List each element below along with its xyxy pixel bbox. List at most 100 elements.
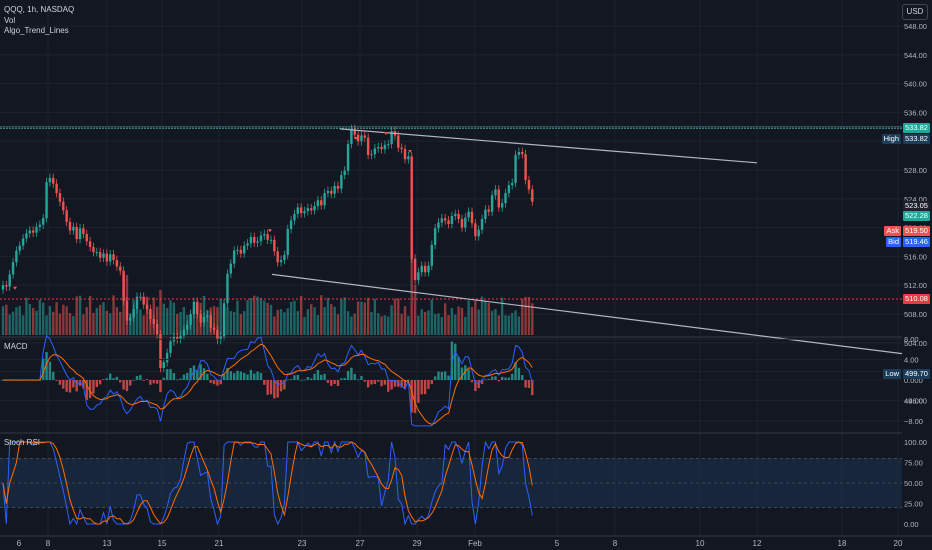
- price-marker-value: 522.28: [903, 211, 930, 222]
- macd-histogram-bar: [480, 380, 484, 384]
- candle-body: [289, 220, 293, 230]
- price-tick-label: 544.00: [904, 51, 927, 60]
- macd-title[interactable]: MACD: [4, 342, 28, 351]
- macd-histogram-bar: [504, 377, 507, 380]
- candle-body: [212, 327, 216, 330]
- candle-body: [511, 182, 514, 186]
- candle-body: [162, 362, 165, 368]
- volume-bar: [75, 296, 78, 335]
- candle-body: [129, 317, 132, 321]
- volume-bar: [326, 297, 330, 335]
- volume-bar: [373, 298, 377, 335]
- macd-histogram-bar: [202, 368, 206, 380]
- macd-histogram-bar: [403, 380, 407, 389]
- volume-bar: [487, 302, 490, 335]
- candle-body: [182, 329, 186, 336]
- candle-body: [18, 245, 21, 251]
- volume-bar: [273, 316, 276, 335]
- signal-marker: [268, 229, 272, 233]
- candle-body: [333, 185, 336, 194]
- candle-body: [256, 241, 259, 243]
- candle-body: [8, 274, 11, 287]
- candle-body: [62, 201, 65, 211]
- volume-bar: [246, 300, 249, 335]
- candle-body: [135, 296, 139, 309]
- candle-body: [521, 152, 524, 155]
- volume-bar: [480, 296, 484, 335]
- macd-histogram-bar: [299, 379, 303, 381]
- candle-body: [346, 144, 350, 171]
- trendlines-indicator-label[interactable]: Algo_Trend_Lines: [4, 26, 69, 35]
- macd-histogram-bar: [460, 367, 464, 380]
- macd-histogram-bar: [132, 379, 135, 381]
- volume-bar: [400, 313, 403, 335]
- volume-bar: [433, 313, 437, 335]
- price-tick-label: 516.00: [904, 252, 927, 261]
- candle-body: [310, 208, 313, 211]
- macd-histogram-bar: [276, 380, 279, 398]
- macd-histogram-bar: [464, 365, 467, 380]
- candle-body: [403, 149, 407, 160]
- volume-bar: [427, 310, 430, 335]
- volume-bar: [78, 295, 82, 335]
- signal-marker: [530, 198, 534, 202]
- macd-histogram-bar: [165, 369, 169, 380]
- volume-bar: [330, 304, 333, 335]
- price-tick-label: 548.00: [904, 22, 927, 31]
- macd-histogram-bar: [155, 380, 159, 384]
- volume-bar: [350, 316, 353, 335]
- macd-histogram-bar: [333, 380, 336, 384]
- macd-histogram-bar: [279, 380, 283, 392]
- candle-body: [377, 146, 380, 149]
- stoch-k-line: [2, 440, 533, 526]
- macd-histogram-bar: [474, 380, 477, 392]
- macd-histogram-bar: [135, 375, 139, 380]
- candle-body: [500, 203, 504, 208]
- macd-histogram-bar: [139, 375, 142, 380]
- macd-histogram-bar: [58, 380, 62, 385]
- candle-body: [450, 216, 454, 224]
- volume-bar: [447, 315, 450, 335]
- stoch-rsi-title[interactable]: Stoch RSI: [4, 438, 41, 447]
- candle-body: [152, 319, 155, 325]
- volume-bar: [226, 307, 229, 335]
- volume-bar: [514, 310, 517, 335]
- candle-body: [343, 170, 346, 176]
- macd-histogram-bar: [370, 380, 373, 385]
- candle-body: [11, 262, 15, 275]
- macd-histogram-bar: [430, 380, 433, 385]
- volume-bar: [196, 302, 199, 335]
- candle-body: [366, 137, 370, 155]
- volume-bar: [169, 300, 172, 335]
- volume-bar: [263, 300, 266, 335]
- volume-bar: [82, 314, 85, 335]
- volume-bar: [316, 315, 320, 335]
- volume-indicator-label[interactable]: Vol: [4, 16, 16, 25]
- volume-bar: [65, 306, 68, 335]
- macd-histogram-bar: [447, 375, 450, 380]
- macd-histogram-bar: [216, 380, 219, 386]
- stoch-rsi-panel[interactable]: [0, 440, 902, 526]
- candle-body: [400, 147, 403, 150]
- volume-bar: [8, 314, 11, 335]
- candle-body: [470, 211, 474, 224]
- candle-body: [55, 183, 58, 194]
- volume-bar: [387, 316, 390, 335]
- macd-histogram-bar: [48, 361, 52, 380]
- macd-histogram-bar: [380, 380, 383, 387]
- macd-tick-label: −4.00: [904, 396, 923, 405]
- macd-histogram-bar: [313, 373, 316, 380]
- volume-bar: [296, 311, 299, 335]
- macd-histogram-bar: [531, 380, 534, 396]
- macd-histogram-bar: [222, 374, 226, 380]
- macd-histogram-bar: [266, 380, 269, 395]
- volume-bar: [413, 285, 417, 335]
- stoch-tick-label: 75.00: [904, 459, 923, 468]
- price-marker-value: 533.82: [903, 133, 930, 144]
- macd-histogram-bar: [122, 380, 125, 390]
- macd-panel[interactable]: [0, 334, 902, 427]
- currency-button[interactable]: USD: [902, 4, 928, 20]
- volume-bar: [430, 299, 433, 335]
- volume-bar: [454, 314, 457, 335]
